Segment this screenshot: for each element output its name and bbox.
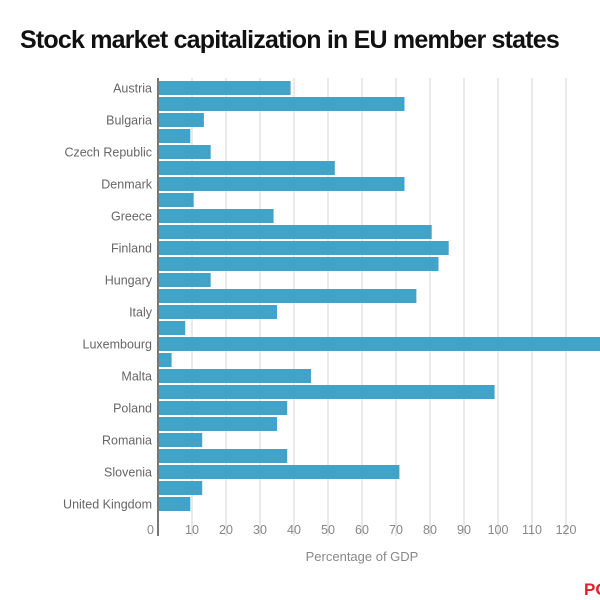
x-tick-label: 0 bbox=[147, 523, 154, 537]
bar bbox=[159, 337, 600, 351]
bar bbox=[159, 177, 405, 191]
x-axis-label: Percentage of GDP bbox=[306, 549, 419, 564]
bar bbox=[159, 449, 288, 463]
bar bbox=[159, 145, 211, 159]
bar bbox=[159, 81, 291, 95]
bar bbox=[159, 241, 449, 255]
chart-title: Stock market capitalization in EU member… bbox=[20, 26, 560, 54]
category-label: Czech Republic bbox=[64, 146, 152, 160]
category-label: Poland bbox=[113, 402, 152, 416]
x-tick-label: 30 bbox=[253, 523, 267, 537]
bar bbox=[159, 401, 288, 415]
category-label: Luxembourg bbox=[83, 338, 153, 352]
bar bbox=[159, 273, 211, 287]
x-tick-label: 120 bbox=[556, 523, 577, 537]
category-label: Finland bbox=[111, 242, 152, 256]
category-label: Greece bbox=[111, 210, 152, 224]
category-label: Slovenia bbox=[104, 466, 152, 480]
bar bbox=[159, 433, 203, 447]
bar bbox=[159, 209, 274, 223]
x-tick-labels: 0 10 20 30 40 50 60 70 80 90 100 110 120 bbox=[147, 523, 576, 537]
category-label: United Kingdom bbox=[63, 498, 152, 512]
bar bbox=[159, 225, 432, 239]
bar bbox=[159, 321, 186, 335]
category-label: Austria bbox=[113, 82, 152, 96]
x-tick-label: 50 bbox=[321, 523, 335, 537]
x-tick-label: 110 bbox=[522, 523, 542, 537]
bar bbox=[159, 193, 194, 207]
x-tick-label: 70 bbox=[389, 523, 403, 537]
bar bbox=[159, 305, 277, 319]
category-label: Hungary bbox=[105, 274, 153, 288]
bar bbox=[159, 161, 335, 175]
category-label: Denmark bbox=[101, 178, 152, 192]
x-tick-label: 90 bbox=[457, 523, 471, 537]
x-tick-label: 60 bbox=[355, 523, 369, 537]
bar bbox=[159, 97, 405, 111]
bar bbox=[159, 289, 417, 303]
category-labels: Austria Bulgaria Czech Republic Denmark Gree… bbox=[63, 82, 153, 512]
bar bbox=[159, 385, 495, 399]
x-tick-label: 80 bbox=[423, 523, 437, 537]
x-tick-label: 40 bbox=[287, 523, 301, 537]
x-tick-label: 100 bbox=[488, 523, 509, 537]
bar bbox=[159, 497, 191, 511]
category-label: Malta bbox=[121, 370, 152, 384]
bar bbox=[159, 353, 172, 367]
logo: PO bbox=[584, 580, 600, 599]
bar bbox=[159, 113, 204, 127]
bar bbox=[159, 257, 439, 271]
bar bbox=[159, 369, 311, 383]
category-label: Bulgaria bbox=[106, 114, 152, 128]
bar bbox=[159, 465, 400, 479]
bar bbox=[159, 417, 277, 431]
bars bbox=[159, 81, 600, 511]
x-tick-label: 20 bbox=[219, 523, 233, 537]
bar bbox=[159, 129, 191, 143]
x-tick-label: 10 bbox=[185, 523, 199, 537]
category-label: Romania bbox=[102, 434, 152, 448]
category-label: Italy bbox=[129, 306, 153, 320]
bar bbox=[159, 481, 203, 495]
